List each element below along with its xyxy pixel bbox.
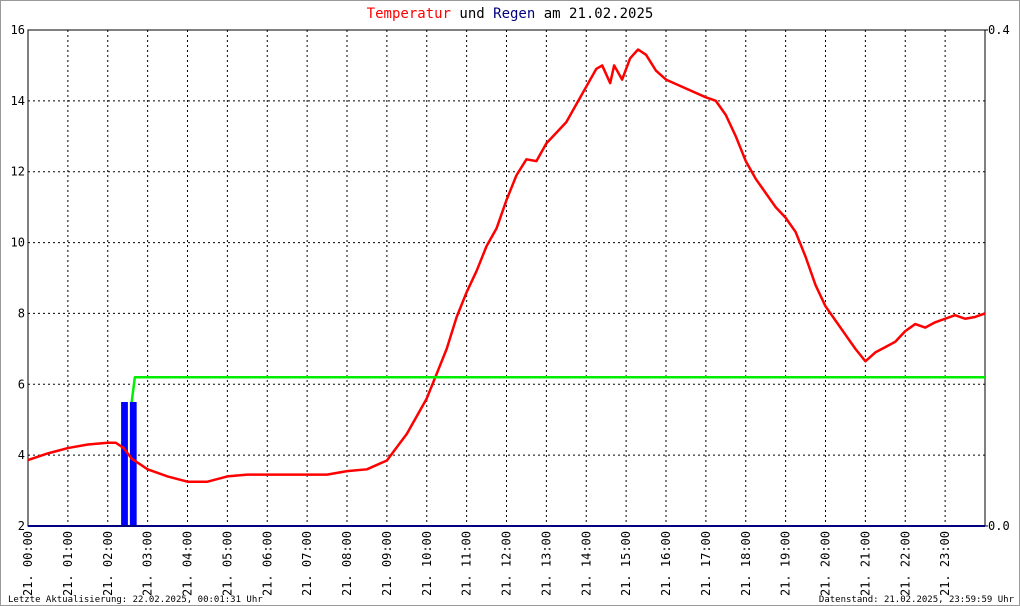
x-tick-label: 21. 01:00	[61, 531, 75, 596]
x-tick-label: 21. 23:00	[938, 531, 952, 596]
x-tick-label: 21. 02:00	[101, 531, 115, 596]
x-tick-label: 21. 19:00	[779, 531, 793, 596]
x-tick-label: 21. 16:00	[659, 531, 673, 596]
x-tick-label: 21. 00:00	[21, 531, 35, 596]
x-tick-label: 21. 12:00	[500, 531, 514, 596]
x-tick-label: 21. 14:00	[579, 531, 593, 596]
x-tick-label: 21. 06:00	[260, 531, 274, 596]
x-tick-label: 21. 08:00	[340, 531, 354, 596]
y-tick-label: 8	[18, 306, 25, 320]
y-tick-label: 4	[18, 448, 25, 462]
line	[130, 375, 985, 403]
bar	[121, 402, 128, 526]
x-tick-label: 21. 18:00	[739, 531, 753, 596]
x-tick-label: 21. 03:00	[141, 531, 155, 596]
y-tick-label: 10	[11, 236, 25, 250]
chart-title: Temperatur und Regen am 21.02.2025	[367, 6, 654, 22]
x-tick-label: 21. 11:00	[460, 531, 474, 596]
y2-tick-label: 0.0	[988, 519, 1010, 533]
y-tick-label: 6	[18, 377, 25, 391]
bar	[129, 402, 137, 526]
x-tick-label: 21. 15:00	[619, 531, 633, 596]
y-tick-label: 16	[11, 23, 25, 37]
x-tick-label: 21. 13:00	[539, 531, 553, 596]
x-tick-label: 21. 22:00	[898, 531, 912, 596]
x-tick-label: 21. 04:00	[181, 531, 195, 596]
x-tick-label: 21. 09:00	[380, 531, 394, 596]
title-date: am 21.02.2025	[544, 6, 654, 22]
x-tick-label: 21. 07:00	[300, 531, 314, 596]
x-tick-label: 21. 05:00	[220, 531, 234, 596]
y-tick-label: 12	[11, 165, 25, 179]
y-tick-label: 14	[11, 94, 25, 108]
line	[27, 48, 986, 483]
y-tick-label: 2	[18, 519, 25, 533]
footer-update: Letzte Aktualisierung: 22.02.2025, 00:01…	[8, 595, 263, 605]
title-and: und	[459, 6, 484, 22]
y2-tick-label: 0.4	[988, 23, 1010, 37]
x-tick-label: 21. 21:00	[858, 531, 872, 596]
x-tick-label: 21. 20:00	[819, 531, 833, 596]
title-temperature: Temperatur	[367, 6, 451, 22]
x-tick-label: 21. 10:00	[420, 531, 434, 596]
title-rain: Regen	[493, 6, 535, 22]
footer-data-status: Datenstand: 21.02.2025, 23:59:59 Uhr	[819, 595, 1015, 605]
x-tick-label: 21. 17:00	[699, 531, 713, 596]
